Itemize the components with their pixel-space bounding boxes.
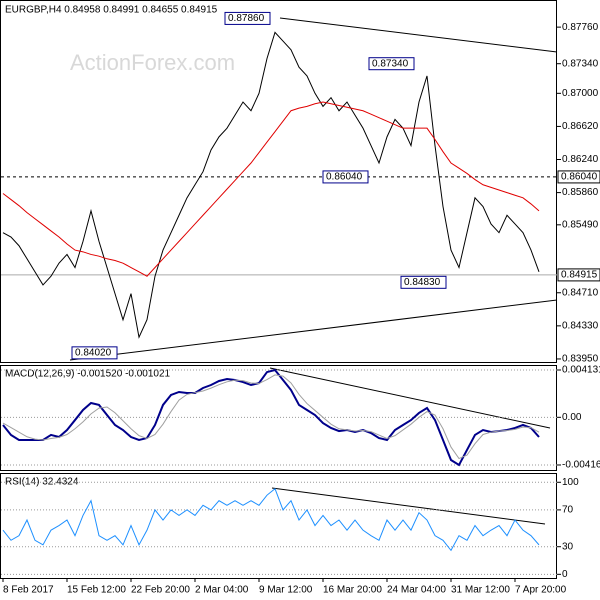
price-title: EURGBP,H4 0.84958 0.84991 0.84655 0.8491… [5, 5, 218, 16]
y-tick-label: 0.84710 [562, 287, 599, 298]
y-tick-label: 0.87000 [562, 88, 599, 99]
series-line [2, 374, 540, 460]
price-label-box [368, 57, 415, 71]
price-label-box [322, 170, 369, 184]
axis-level-box [557, 170, 600, 184]
y-tick-label: 100 [562, 477, 579, 488]
price-label-box [224, 11, 271, 25]
y-tick-label: 70 [562, 505, 574, 516]
trend-line [269, 367, 551, 429]
trend-line [271, 487, 546, 525]
y-tick-label: 0.83950 [562, 354, 599, 365]
watermark: ActionForex.com [70, 50, 235, 75]
rsi-title: RSI(14) 32.4324 [5, 477, 79, 488]
y-tick-label: 0.85860 [562, 187, 599, 198]
macd-frame [0, 365, 557, 471]
y-tick-label: 0.86620 [562, 121, 599, 132]
y-tick-label: 0.86240 [562, 154, 599, 165]
axis-level-label: 0.86040 [561, 172, 598, 183]
x-tick-label: 2 Mar 04:00 [195, 585, 249, 596]
price-label-box [400, 275, 447, 289]
price-label: 0.87860 [228, 13, 265, 24]
rsi-frame [0, 473, 557, 579]
last-price-box [557, 268, 600, 282]
series-line [2, 368, 540, 467]
x-tick-label: 9 Mar 12:00 [259, 585, 313, 596]
x-tick-label: 22 Feb 20:00 [131, 585, 190, 596]
series-line [2, 31, 540, 339]
last-price-label: 0.84915 [561, 270, 598, 281]
x-tick-label: 8 Feb 2017 [3, 585, 54, 596]
x-tick-label: 16 Mar 20:00 [323, 585, 382, 596]
series-line [2, 101, 540, 277]
price-label-box [71, 346, 118, 360]
macd-title: MACD(12,26,9) -0.001520 -0.001021 [5, 369, 171, 380]
trend-line [69, 299, 558, 361]
y-tick-label: -0.004162 [562, 460, 600, 471]
x-tick-label: 15 Feb 12:00 [67, 585, 126, 596]
y-tick-label: 0.004131 [562, 365, 600, 376]
x-tick-label: 7 Apr 20:00 [515, 585, 567, 596]
price-label: 0.84830 [404, 277, 441, 288]
x-tick-label: 24 Mar 04:00 [387, 585, 446, 596]
x-tick-label: 31 Mar 12:00 [451, 585, 510, 596]
price-label: 0.87340 [372, 58, 409, 69]
y-tick-label: 0.84330 [562, 320, 599, 331]
price-label: 0.86040 [326, 172, 363, 183]
price-frame [0, 0, 557, 363]
series-line [2, 487, 540, 552]
y-tick-label: 0 [562, 569, 568, 580]
y-tick-label: 0.87760 [562, 22, 599, 33]
price-label: 0.84020 [75, 347, 112, 358]
y-tick-label: 30 [562, 541, 574, 552]
trend-line [279, 17, 558, 53]
y-tick-label: 0.00 [562, 412, 582, 423]
y-tick-label: 0.85490 [562, 219, 599, 230]
y-tick-label: 0.87340 [562, 58, 599, 69]
